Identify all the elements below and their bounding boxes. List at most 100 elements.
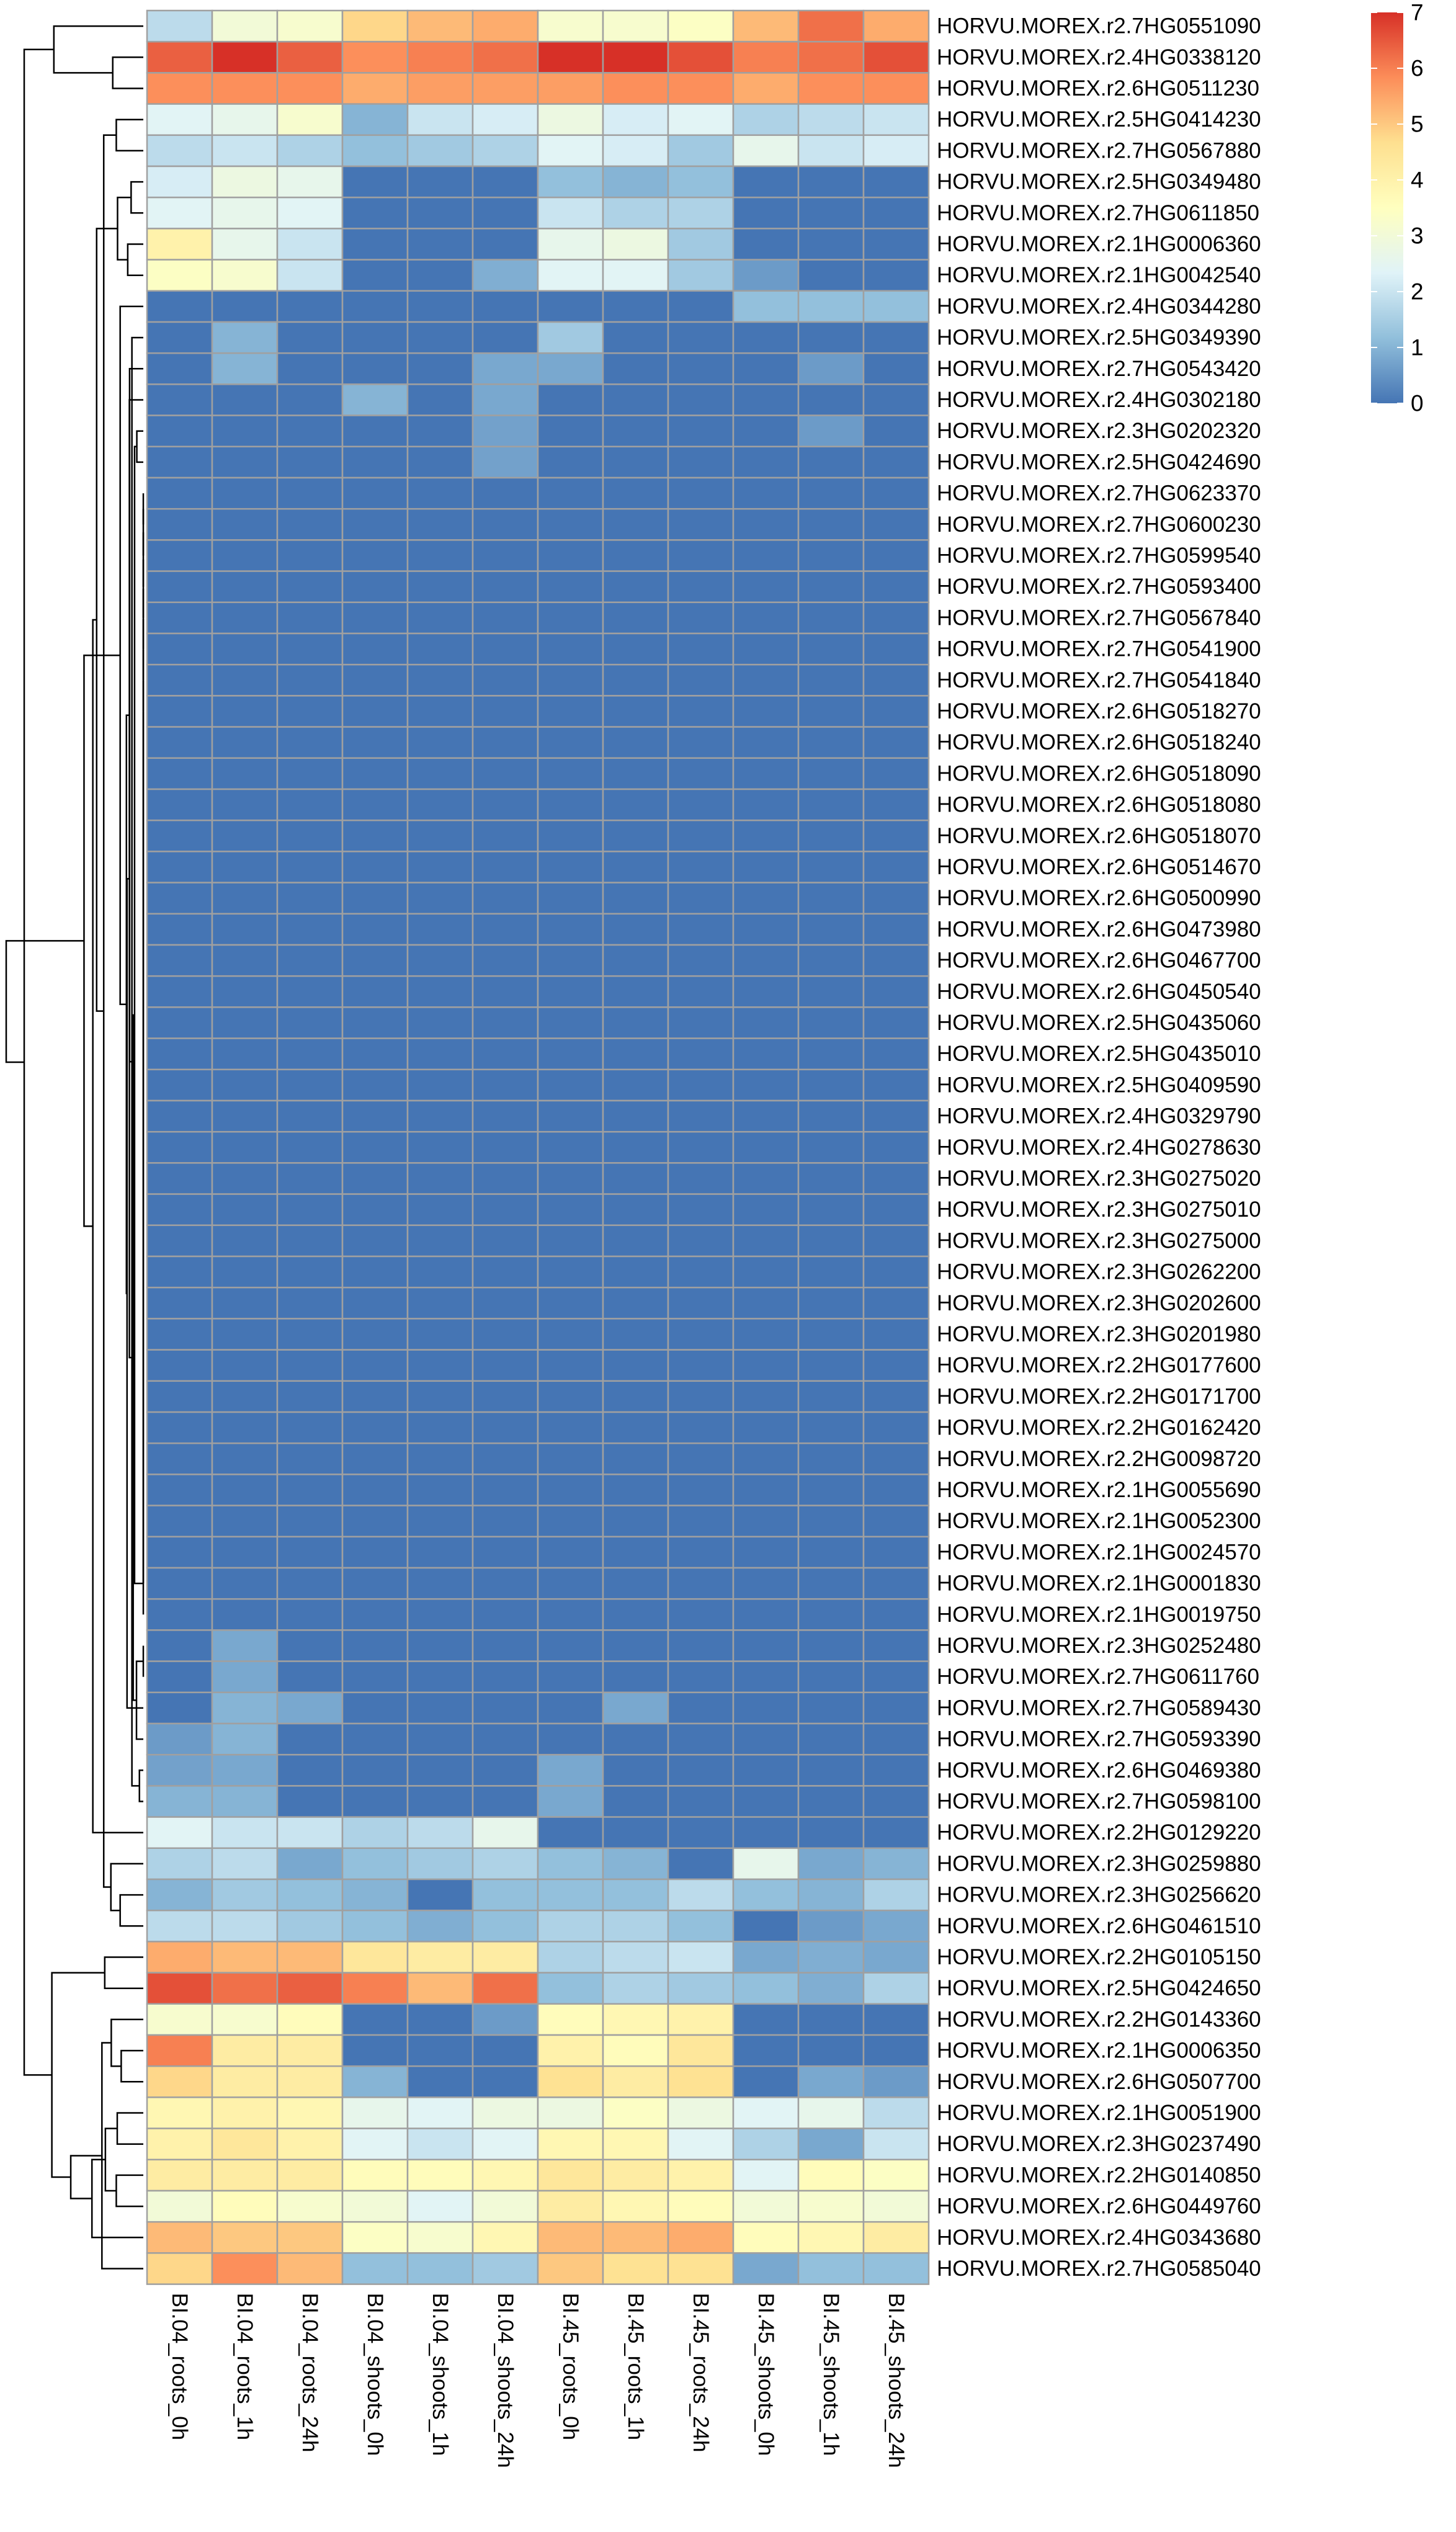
heatmap-cell [667, 570, 735, 604]
heatmap-cell [732, 2190, 800, 2223]
heatmap-cell [602, 726, 669, 759]
row-label: HORVU.MOREX.r2.2HG0129220 [937, 1820, 1261, 1845]
heatmap-cell [276, 2221, 344, 2254]
heatmap-cell [341, 1224, 409, 1258]
heatmap-cell [537, 290, 604, 323]
heatmap-cell [276, 1037, 344, 1071]
heatmap-cell [667, 913, 735, 946]
heatmap-cell [471, 1099, 539, 1133]
row-label: HORVU.MOREX.r2.4HG0278630 [937, 1135, 1261, 1160]
heatmap-cell [406, 2221, 474, 2254]
heatmap-cell [602, 352, 669, 385]
heatmap-cell [276, 508, 344, 541]
heatmap-cell [341, 1411, 409, 1444]
heatmap-cell [732, 632, 800, 666]
heatmap-cell [862, 72, 930, 105]
heatmap-cell [602, 539, 669, 572]
heatmap-cell [602, 1909, 669, 1943]
heatmap-cell [537, 1536, 604, 1569]
heatmap-cell [797, 1722, 865, 1756]
dendrogram-branch [110, 2018, 143, 2067]
dendrogram-branch [120, 2049, 143, 2083]
heatmap-cell [211, 2127, 279, 2161]
heatmap-cell [211, 103, 279, 136]
heatmap-cell [471, 2190, 539, 2223]
heatmap-cell [211, 72, 279, 105]
heatmap-cell [667, 134, 735, 168]
heatmap-cell [732, 1598, 800, 1631]
heatmap-cell [797, 1349, 865, 1382]
heatmap-cell [341, 1847, 409, 1881]
column-label: BI.45_shoots_1h [819, 2293, 843, 2456]
heatmap-cell [471, 851, 539, 884]
legend-tick-label: 2 [1411, 279, 1424, 305]
heatmap-cell [341, 1349, 409, 1382]
heatmap-cell [341, 1567, 409, 1600]
heatmap-cell [602, 1598, 669, 1631]
heatmap-cell [276, 72, 344, 105]
heatmap-cell [341, 165, 409, 199]
row-label: HORVU.MOREX.r2.7HG0551090 [937, 14, 1261, 38]
heatmap-cell [602, 1349, 669, 1382]
heatmap-cell [797, 757, 865, 790]
heatmap-cell [667, 290, 735, 323]
heatmap-cell [732, 1318, 800, 1351]
heatmap-cell [406, 1318, 474, 1351]
heatmap-cell [667, 632, 735, 666]
heatmap-cell [602, 851, 669, 884]
heatmap-cell [862, 1349, 930, 1382]
heatmap-cell [797, 539, 865, 572]
heatmap-cell [276, 1286, 344, 1320]
color-legend: 0 1 2 3 4 5 6 7 [1371, 0, 1424, 416]
row-label: HORVU.MOREX.r2.1HG0006360 [937, 232, 1261, 256]
heatmap-cell [797, 103, 865, 136]
heatmap-cell [341, 1722, 409, 1756]
heatmap-cell [537, 1474, 604, 1506]
heatmap-cell [797, 1505, 865, 1538]
heatmap-cell [862, 1193, 930, 1227]
heatmap-cell [602, 508, 669, 541]
heatmap-cell [276, 2034, 344, 2067]
heatmap-cell [211, 726, 279, 759]
heatmap-cell [797, 40, 865, 74]
dendrogram-branch [132, 1014, 137, 1701]
heatmap-cell [797, 196, 865, 230]
dendrogram-branch [91, 2158, 143, 2239]
heatmap-cell [341, 290, 409, 323]
heatmap-cell [341, 321, 409, 354]
heatmap-cell [732, 2034, 800, 2067]
heatmap-cell [732, 1380, 800, 1413]
heatmap-cell [797, 944, 865, 977]
heatmap-cell [211, 2252, 279, 2285]
heatmap-cell [471, 2221, 539, 2254]
heatmap-cell [211, 1847, 279, 1881]
heatmap-cell [406, 228, 474, 261]
heatmap-cell [341, 695, 409, 728]
row-label: HORVU.MOREX.r2.1HG0042540 [937, 263, 1261, 287]
heatmap-cell [276, 1442, 344, 1475]
heatmap-cell [471, 1193, 539, 1227]
heatmap-cell [146, 1660, 213, 1694]
heatmap-cell [797, 695, 865, 728]
heatmap-cell [667, 228, 735, 261]
row-label: HORVU.MOREX.r2.3HG0202320 [937, 419, 1261, 443]
heatmap-cell [276, 726, 344, 759]
heatmap-cell [146, 2190, 213, 2223]
column-label: BI.04_roots_24h [298, 2293, 322, 2453]
heatmap-cell [537, 1130, 604, 1164]
heatmap-cell [797, 9, 865, 43]
heatmap-cell [146, 1380, 213, 1413]
heatmap-cell [667, 1847, 735, 1881]
row-label: HORVU.MOREX.r2.1HG0051900 [937, 2101, 1261, 2125]
heatmap-cell [211, 570, 279, 604]
heatmap-cell [862, 40, 930, 74]
heatmap-cell [602, 2221, 669, 2254]
heatmap-cell [471, 290, 539, 323]
heatmap-cell [471, 1162, 539, 1195]
heatmap-cell [797, 445, 865, 479]
heatmap-cell [537, 2065, 604, 2098]
heatmap-cell [211, 2096, 279, 2129]
heatmap-cell [732, 1567, 800, 1600]
heatmap-cell [537, 570, 604, 604]
